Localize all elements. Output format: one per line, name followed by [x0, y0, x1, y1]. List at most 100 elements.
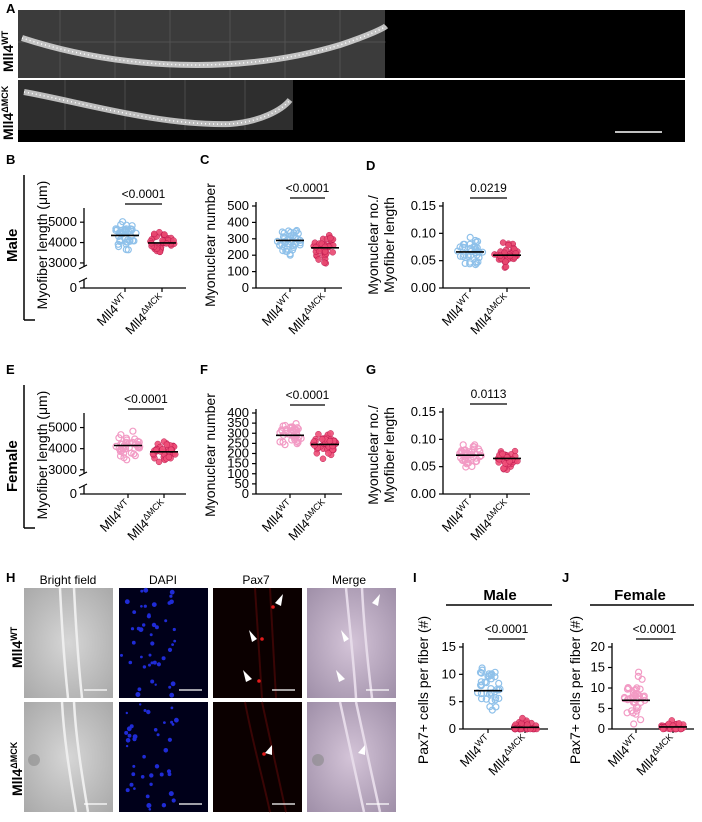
x-category-label: Mll4ΔMCK: [124, 497, 171, 544]
h-row-label-ko: Mll4ΔMCK: [9, 741, 25, 796]
nucleus-dot: [128, 660, 133, 665]
data-point: [292, 426, 301, 434]
nucleus-dot: [125, 738, 131, 743]
y-tick-label: 15: [591, 660, 605, 675]
panel-label-a: A: [6, 1, 16, 16]
data-point: [279, 247, 287, 255]
panel-label-b: B: [6, 152, 15, 167]
nucleus-dot: [151, 602, 157, 607]
pax7-spot: [257, 679, 261, 683]
y-tick-label: 10: [442, 666, 456, 681]
nucleus-dot: [170, 681, 176, 687]
data-point: [640, 692, 648, 700]
data-point: [129, 237, 137, 245]
y-axis-label: Myonuclear no./: [365, 195, 381, 295]
panel-label-j: J: [562, 570, 569, 585]
data-point: [472, 261, 480, 269]
y-tick-label: 0.00: [411, 280, 436, 295]
nucleus-dot: [140, 775, 145, 779]
data-point: [474, 237, 482, 245]
data-point: [456, 252, 465, 260]
data-point: [477, 678, 485, 686]
data-point: [495, 694, 503, 703]
data-point: [634, 668, 643, 676]
image-dapi-ko: [119, 702, 208, 812]
nucleus-dot: [129, 782, 134, 787]
nucleus-dot: [149, 782, 153, 786]
nucleus-dot: [148, 663, 151, 667]
nucleus-dot: [169, 599, 174, 605]
data-point: [163, 441, 171, 448]
data-point: [161, 231, 168, 238]
y-axis-label: Myofiber length: [381, 407, 397, 503]
data-point: [315, 256, 322, 263]
y-tick-label: 0.10: [411, 225, 436, 240]
y-axis-label: Myofiber length: [381, 197, 397, 293]
y-axis-label: Myofiber length (μm): [34, 181, 50, 310]
data-point: [311, 442, 318, 449]
y-tick-label: 0.10: [411, 431, 436, 446]
nucleus-dot: [169, 692, 175, 698]
x-category-label: Mll4ΔMCK: [633, 732, 680, 779]
panel-label-d: D: [366, 158, 375, 173]
axis-break: [78, 471, 88, 477]
nucleus-dot: [147, 613, 151, 617]
nucleus-dot: [164, 619, 168, 623]
nucleus-dot: [150, 679, 155, 684]
nucleus-dot: [149, 633, 153, 637]
p-value: 0.0219: [470, 181, 507, 195]
data-point: [464, 456, 472, 464]
nucleus-dot: [146, 709, 151, 715]
panel-label-h: H: [6, 570, 15, 585]
data-point: [495, 679, 503, 688]
pax7-spot: [271, 605, 275, 609]
data-point: [318, 436, 326, 443]
p-value: <0.0001: [485, 622, 529, 636]
data-point: [327, 234, 334, 242]
data-point: [115, 434, 123, 442]
nucleus-dot: [130, 627, 135, 631]
p-value: 0.0113: [471, 387, 507, 401]
y-tick-label: 50: [235, 476, 249, 491]
y-tick-label: 0: [242, 486, 249, 501]
y-tick-label: 300: [227, 231, 249, 246]
y-tick-label: 500: [227, 198, 249, 213]
nucleus-dot: [170, 720, 174, 724]
nucleus-dot: [148, 808, 152, 811]
x-category-label: Mll4ΔMCK: [467, 291, 514, 338]
nucleus-dot: [140, 589, 144, 593]
chart-b: 5000 4000 3000 0 Myofiber length (μm) <0.0001…: [34, 181, 186, 337]
data-point: [327, 430, 334, 437]
arrowhead-icon: [372, 594, 380, 606]
y-axis-label: Pax7+ cells per fiber (#): [415, 616, 431, 764]
data-point: [468, 450, 476, 458]
data-point: [505, 241, 512, 249]
y-tick-label: 100: [227, 264, 249, 279]
data-point: [466, 240, 474, 248]
data-point: [476, 453, 484, 461]
y-tick-label: 0: [70, 486, 77, 501]
y-axis-label: Myonuclear number: [202, 183, 218, 307]
nucleus-dot: [139, 703, 142, 706]
y-axis-label: Myonuclear number: [202, 393, 218, 517]
data-point: [293, 226, 301, 235]
data-point: [129, 427, 137, 435]
nucleus-dot: [174, 717, 179, 723]
axis-break: [78, 277, 88, 283]
nucleus-dot: [125, 788, 130, 793]
panel-label-e: E: [6, 362, 15, 377]
nucleus-dot: [172, 627, 176, 632]
row-label-male: Male: [4, 229, 21, 262]
chart-j: 20 15 10 5 0 Pax7+ cells per fiber (#) <0.0001…: [567, 616, 694, 778]
data-point: [469, 442, 477, 451]
nucleus-dot: [167, 737, 172, 742]
panel-i-title: Male: [483, 587, 516, 604]
y-tick-label: 0: [598, 721, 605, 736]
data-point: [315, 430, 322, 438]
data-point: [482, 695, 490, 703]
nucleus-dot: [132, 737, 137, 742]
nucleus-dot: [125, 744, 129, 748]
y-tick-label: 5: [449, 694, 456, 709]
data-point: [471, 441, 479, 449]
panel-label-i: I: [413, 570, 417, 585]
